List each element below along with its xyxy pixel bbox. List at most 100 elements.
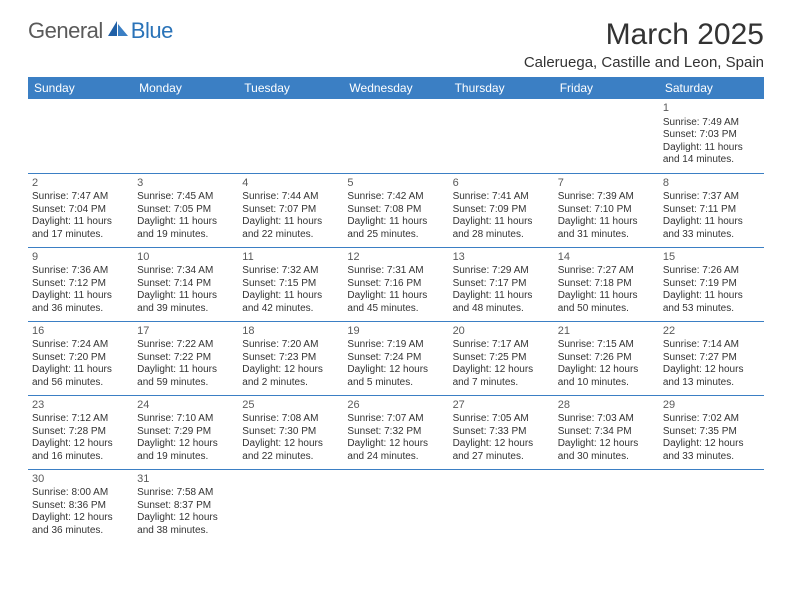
sunrise-text: Sunrise: 7:37 AM [663,191,760,204]
calendar-cell: 29Sunrise: 7:02 AMSunset: 7:35 PMDayligh… [659,395,764,469]
day-header: Thursday [449,77,554,99]
daylight-text: Daylight: 11 hours and 25 minutes. [347,216,444,241]
logo-text-general: General [28,18,103,44]
day-number: 17 [137,325,234,339]
calendar-week-row: 16Sunrise: 7:24 AMSunset: 7:20 PMDayligh… [28,321,764,395]
day-number: 19 [347,325,444,339]
calendar-week-row: 9Sunrise: 7:36 AMSunset: 7:12 PMDaylight… [28,247,764,321]
calendar-cell: 21Sunrise: 7:15 AMSunset: 7:26 PMDayligh… [554,321,659,395]
sunrise-text: Sunrise: 7:24 AM [32,339,129,352]
daylight-text: Daylight: 12 hours and 13 minutes. [663,364,760,389]
calendar-cell: 2Sunrise: 7:47 AMSunset: 7:04 PMDaylight… [28,173,133,247]
daylight-text: Daylight: 12 hours and 5 minutes. [347,364,444,389]
daylight-text: Daylight: 11 hours and 48 minutes. [453,290,550,315]
sunrise-text: Sunrise: 7:15 AM [558,339,655,352]
sunset-text: Sunset: 7:18 PM [558,278,655,291]
daylight-text: Daylight: 11 hours and 31 minutes. [558,216,655,241]
sunset-text: Sunset: 8:37 PM [137,500,234,513]
calendar-cell: 19Sunrise: 7:19 AMSunset: 7:24 PMDayligh… [343,321,448,395]
calendar-cell: 20Sunrise: 7:17 AMSunset: 7:25 PMDayligh… [449,321,554,395]
sunset-text: Sunset: 7:33 PM [453,426,550,439]
day-number: 23 [32,399,129,413]
day-number: 2 [32,177,129,191]
sunset-text: Sunset: 7:34 PM [558,426,655,439]
sunrise-text: Sunrise: 7:49 AM [663,117,760,130]
logo-sail-icon [107,19,129,44]
calendar-cell: 15Sunrise: 7:26 AMSunset: 7:19 PMDayligh… [659,247,764,321]
calendar-cell: 18Sunrise: 7:20 AMSunset: 7:23 PMDayligh… [238,321,343,395]
page-subtitle: Caleruega, Castille and Leon, Spain [524,54,764,71]
calendar-cell: 5Sunrise: 7:42 AMSunset: 7:08 PMDaylight… [343,173,448,247]
sunrise-text: Sunrise: 7:07 AM [347,413,444,426]
sunrise-text: Sunrise: 7:41 AM [453,191,550,204]
sunrise-text: Sunrise: 7:34 AM [137,265,234,278]
daylight-text: Daylight: 12 hours and 16 minutes. [32,438,129,463]
day-number: 21 [558,325,655,339]
daylight-text: Daylight: 11 hours and 33 minutes. [663,216,760,241]
calendar-cell [554,99,659,173]
calendar-cell: 9Sunrise: 7:36 AMSunset: 7:12 PMDaylight… [28,247,133,321]
daylight-text: Daylight: 12 hours and 22 minutes. [242,438,339,463]
sunrise-text: Sunrise: 8:00 AM [32,487,129,500]
calendar-cell: 6Sunrise: 7:41 AMSunset: 7:09 PMDaylight… [449,173,554,247]
daylight-text: Daylight: 12 hours and 2 minutes. [242,364,339,389]
day-number: 9 [32,251,129,265]
day-number: 25 [242,399,339,413]
daylight-text: Daylight: 11 hours and 36 minutes. [32,290,129,315]
calendar-cell: 14Sunrise: 7:27 AMSunset: 7:18 PMDayligh… [554,247,659,321]
sunset-text: Sunset: 7:08 PM [347,204,444,217]
calendar-cell: 22Sunrise: 7:14 AMSunset: 7:27 PMDayligh… [659,321,764,395]
logo-text-blue: Blue [131,18,173,44]
calendar-cell [133,99,238,173]
day-number: 10 [137,251,234,265]
calendar-cell [343,99,448,173]
calendar-cell: 30Sunrise: 8:00 AMSunset: 8:36 PMDayligh… [28,469,133,543]
calendar-cell [659,469,764,543]
calendar-cell: 25Sunrise: 7:08 AMSunset: 7:30 PMDayligh… [238,395,343,469]
day-number: 3 [137,177,234,191]
daylight-text: Daylight: 12 hours and 10 minutes. [558,364,655,389]
calendar-week-row: 23Sunrise: 7:12 AMSunset: 7:28 PMDayligh… [28,395,764,469]
daylight-text: Daylight: 11 hours and 14 minutes. [663,142,760,167]
calendar-cell: 3Sunrise: 7:45 AMSunset: 7:05 PMDaylight… [133,173,238,247]
sunset-text: Sunset: 7:14 PM [137,278,234,291]
day-number: 24 [137,399,234,413]
day-number: 15 [663,251,760,265]
sunset-text: Sunset: 7:29 PM [137,426,234,439]
sunset-text: Sunset: 7:24 PM [347,352,444,365]
day-number: 26 [347,399,444,413]
sunset-text: Sunset: 7:10 PM [558,204,655,217]
daylight-text: Daylight: 12 hours and 27 minutes. [453,438,550,463]
sunset-text: Sunset: 7:32 PM [347,426,444,439]
sunset-text: Sunset: 7:27 PM [663,352,760,365]
calendar-cell: 26Sunrise: 7:07 AMSunset: 7:32 PMDayligh… [343,395,448,469]
calendar-cell: 17Sunrise: 7:22 AMSunset: 7:22 PMDayligh… [133,321,238,395]
sunrise-text: Sunrise: 7:47 AM [32,191,129,204]
calendar-body: 1Sunrise: 7:49 AMSunset: 7:03 PMDaylight… [28,99,764,543]
sunrise-text: Sunrise: 7:29 AM [453,265,550,278]
sunset-text: Sunset: 7:26 PM [558,352,655,365]
daylight-text: Daylight: 12 hours and 38 minutes. [137,512,234,537]
sunrise-text: Sunrise: 7:42 AM [347,191,444,204]
calendar-cell: 28Sunrise: 7:03 AMSunset: 7:34 PMDayligh… [554,395,659,469]
sunrise-text: Sunrise: 7:31 AM [347,265,444,278]
logo: General Blue [28,18,173,44]
calendar-cell: 12Sunrise: 7:31 AMSunset: 7:16 PMDayligh… [343,247,448,321]
calendar-cell [449,99,554,173]
calendar-week-row: 30Sunrise: 8:00 AMSunset: 8:36 PMDayligh… [28,469,764,543]
day-number: 6 [453,177,550,191]
calendar-cell: 1Sunrise: 7:49 AMSunset: 7:03 PMDaylight… [659,99,764,173]
sunrise-text: Sunrise: 7:10 AM [137,413,234,426]
day-number: 20 [453,325,550,339]
calendar-cell [238,469,343,543]
sunset-text: Sunset: 7:15 PM [242,278,339,291]
daylight-text: Daylight: 11 hours and 53 minutes. [663,290,760,315]
calendar-cell: 11Sunrise: 7:32 AMSunset: 7:15 PMDayligh… [238,247,343,321]
daylight-text: Daylight: 11 hours and 59 minutes. [137,364,234,389]
sunrise-text: Sunrise: 7:36 AM [32,265,129,278]
daylight-text: Daylight: 11 hours and 19 minutes. [137,216,234,241]
sunset-text: Sunset: 7:23 PM [242,352,339,365]
sunrise-text: Sunrise: 7:02 AM [663,413,760,426]
sunrise-text: Sunrise: 7:26 AM [663,265,760,278]
header: General Blue March 2025 Caleruega, Casti… [28,18,764,71]
